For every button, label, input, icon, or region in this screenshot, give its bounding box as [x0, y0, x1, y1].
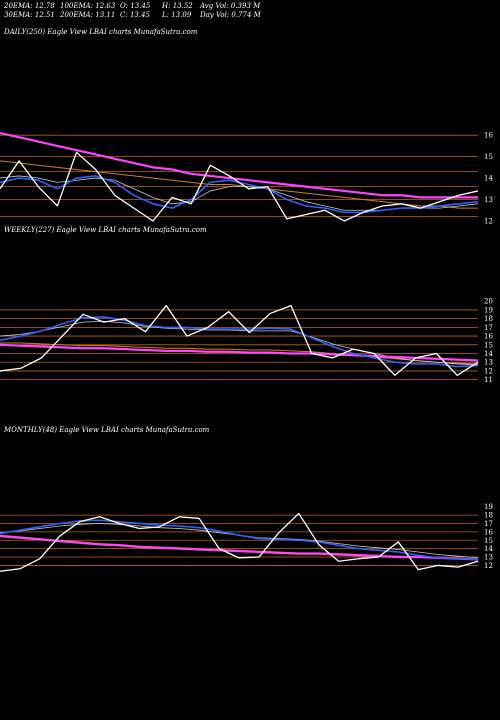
weekly-ytick-label: 18: [484, 315, 493, 323]
daily-ytick-label: 12: [484, 217, 493, 225]
weekly-ytick-label: 15: [484, 341, 493, 349]
monthly-ytick-label: 13: [484, 554, 493, 562]
weekly-ytick-label: 14: [484, 350, 493, 358]
monthly-ytick-label: 16: [484, 528, 493, 536]
monthly-ytick-label: 17: [484, 520, 493, 528]
weekly-chart-title: WEEKLY(227) Eagle View LBAI charts Munaf…: [4, 226, 207, 234]
weekly-ma200-line: [0, 343, 479, 362]
weekly-ytick-label: 11: [484, 376, 493, 384]
monthly-ytick-label: 14: [484, 545, 493, 553]
ema100-label: 100EMA: 12.63: [60, 2, 116, 10]
weekly-ytick-label: 16: [484, 333, 493, 341]
weekly-ytick-label: 12: [484, 367, 493, 375]
daily-chart-panel: 12 13 14 15 16: [0, 131, 493, 225]
weekly-ytick-label: 17: [484, 324, 493, 332]
monthly-ytick-label: 18: [484, 512, 493, 520]
daily-ytick-label: 15: [484, 153, 493, 161]
weekly-ytick-label: 20: [484, 298, 493, 306]
daily-price-line: [0, 151, 479, 222]
weekly-price-line: [0, 304, 479, 376]
avg-volume-label: Avg Vol: 0.393 M: [200, 2, 261, 10]
weekly-ytick-label: 13: [484, 359, 493, 367]
day-volume-label: Day Vol: 0.774 M: [200, 11, 261, 19]
monthly-price-line: [0, 512, 479, 572]
ema200-label: 200EMA: 13.11: [60, 11, 116, 19]
low-label: L: 13.09: [162, 11, 192, 19]
daily-ma100-line: [0, 160, 478, 209]
ema30-label: 30EMA: 12.51: [4, 11, 55, 19]
monthly-ma20-line: [0, 519, 479, 561]
monthly-ma200-line: [0, 534, 479, 561]
weekly-ytick-label: 19: [484, 306, 493, 314]
monthly-ma100-line: [0, 534, 479, 561]
weekly-ma30-line: [0, 320, 479, 366]
daily-ma200-line: [0, 131, 478, 199]
open-label: O: 13.45: [120, 2, 151, 10]
monthly-ytick-label: 12: [484, 562, 493, 570]
monthly-ytick-label: 19: [484, 503, 493, 511]
weekly-ma100-line: [0, 342, 479, 365]
daily-chart-title: DAILY(250) Eagle View LBAI charts Munafa…: [4, 28, 198, 36]
close-label: C: 13.45: [120, 11, 150, 19]
monthly-chart-title: MONTHLY(48) Eagle View LBAI charts Munaf…: [4, 426, 210, 434]
daily-ma20-line: [0, 175, 479, 214]
high-label: H: 13.52: [162, 2, 193, 10]
monthly-ytick-label: 15: [484, 537, 493, 545]
daily-ytick-label: 16: [484, 132, 493, 140]
daily-ytick-label: 14: [484, 175, 493, 183]
ema20-label: 20EMA: 12.78: [4, 2, 55, 10]
daily-ytick-label: 13: [484, 196, 493, 204]
